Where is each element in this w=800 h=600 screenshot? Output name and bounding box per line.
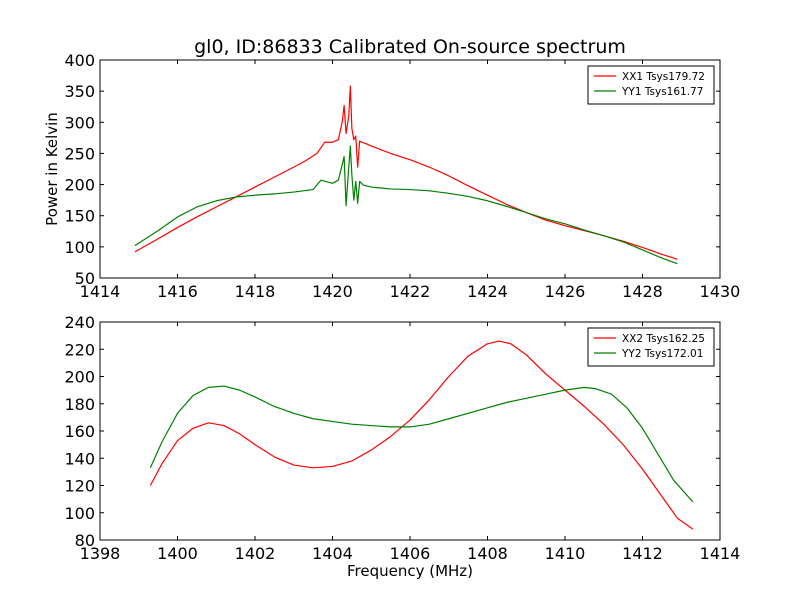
x-tick-label: 1428 [622, 282, 663, 301]
y-tick-label: 250 [64, 144, 95, 163]
legend-entry: YY2 Tsys172.01 [621, 348, 703, 360]
y-axis-label: Power in Kelvin [43, 112, 61, 226]
subplot-1: 1414 1416 1418 1420 1422 1424 1426 1428 1430 50 10… [43, 51, 740, 301]
series-line-2-2 [149, 385, 694, 503]
y-tick-label: 50 [75, 269, 95, 288]
subplot-2: 1398 1400 1402 1404 1406 1408 1410 1412 1414 80 10… [64, 313, 740, 580]
x-tick-label: 1410 [545, 544, 586, 563]
x-tick-label: 1414 [700, 544, 741, 563]
y-tick-label: 80 [75, 531, 95, 550]
y-tick-label: 220 [64, 340, 95, 359]
y-tick-label: 400 [64, 51, 95, 70]
x-tick-label: 1404 [312, 544, 353, 563]
y-tick-label: 120 [64, 477, 95, 496]
x-tick-label: 1398 [80, 544, 121, 563]
x-tick-label: 1408 [467, 544, 508, 563]
x-tick-label: 1414 [80, 282, 121, 301]
y-tick-label: 200 [64, 368, 95, 387]
x-tick-label: 1420 [312, 282, 353, 301]
x-tick-label: 1424 [467, 282, 508, 301]
y-tick-label: 100 [64, 238, 95, 257]
x-tick-label: 1422 [390, 282, 431, 301]
series-line-1-1 [134, 85, 678, 260]
x-tick-label: 1412 [622, 544, 663, 563]
y-tick-label: 200 [64, 176, 95, 195]
x-tick-label: 1402 [235, 544, 276, 563]
legend-box [587, 327, 715, 367]
legend-box [587, 65, 715, 105]
x-tick-label: 1416 [157, 282, 198, 301]
y-tick-label: 180 [64, 395, 95, 414]
series-line-2-1 [149, 340, 694, 530]
y-tick-label: 240 [64, 313, 95, 332]
y-tick-label: 100 [64, 504, 95, 523]
y-tick-label: 140 [64, 449, 95, 468]
x-tick-label: 1430 [700, 282, 741, 301]
legend: XX1 Tsys179.72 YY1 Tsys161.77 [587, 65, 715, 105]
x-tick-label: 1426 [545, 282, 586, 301]
legend-entry: YY1 Tsys161.77 [621, 86, 703, 98]
x-axis-label: Frequency (MHz) [347, 562, 473, 580]
y-tick-label: 350 [64, 82, 95, 101]
x-tick-label: 1406 [390, 544, 431, 563]
legend-entry: XX1 Tsys179.72 [622, 71, 705, 83]
series-line-1-2 [134, 145, 678, 265]
x-tick-label: 1400 [157, 544, 198, 563]
figure-title: gl0, ID:86833 Calibrated On-source spect… [194, 36, 626, 58]
y-tick-label: 300 [64, 113, 95, 132]
legend: XX2 Tsys162.25 YY2 Tsys172.01 [587, 327, 715, 367]
x-tick-label: 1418 [235, 282, 276, 301]
y-tick-label: 160 [64, 422, 95, 441]
y-tick-label: 150 [64, 207, 95, 226]
legend-entry: XX2 Tsys162.25 [622, 333, 705, 345]
subplots: 1414 1416 1418 1420 1422 1424 1426 1428 1430 50 10… [43, 51, 740, 580]
